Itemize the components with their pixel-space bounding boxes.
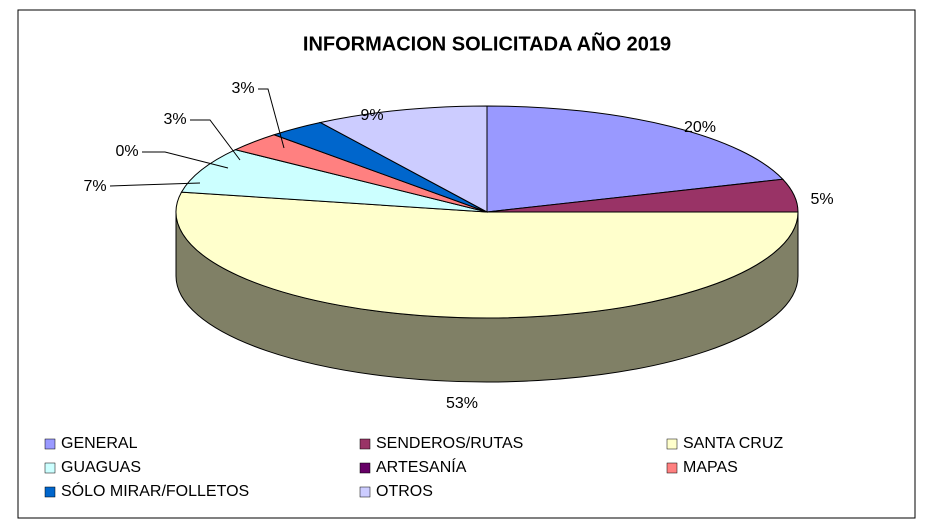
legend-label: SENDEROS/RUTAS [376,435,523,452]
legend-label: OTROS [376,483,433,500]
slice [175,191,799,319]
leader-line [142,151,229,169]
leader-line [258,88,285,149]
data-label: 0% [115,143,138,160]
legend-swatch [666,438,678,450]
legend-label: MAPAS [683,459,738,476]
data-label: 20% [684,119,716,136]
data-label: 7% [83,178,106,195]
legend-label: GENERAL [61,435,138,452]
legend-label: GUAGUAS [61,459,141,476]
data-label: 3% [163,111,186,128]
slice [318,105,488,213]
data-label: 53% [446,395,478,412]
legend-swatch [44,486,56,498]
legend-label: SANTA CRUZ [683,435,783,452]
leader-line [190,119,241,161]
data-label: 9% [360,107,383,124]
legend-swatch [666,462,678,474]
slice [486,105,784,213]
legend-swatch [359,462,371,474]
legend-swatch [359,486,371,498]
legend-label: SÓLO MIRAR/FOLLETOS [61,481,249,500]
legend-label: ARTESANÍA [376,457,467,476]
legend-swatch [44,438,56,450]
data-label: 3% [231,80,254,97]
labels: 20% 5% 53% 7% 0% 3% 3% 9% [83,80,833,412]
data-label: 5% [810,191,833,208]
legend: GENERAL SENDEROS/RUTAS SANTA CRUZ GUAGUAS AR… [44,435,783,500]
legend-swatch [44,462,56,474]
leader-line [109,182,201,187]
legend-swatch [359,438,371,450]
chart-title: INFORMACION SOLICITADA AÑO 2019 [303,32,671,55]
pie [175,105,799,383]
